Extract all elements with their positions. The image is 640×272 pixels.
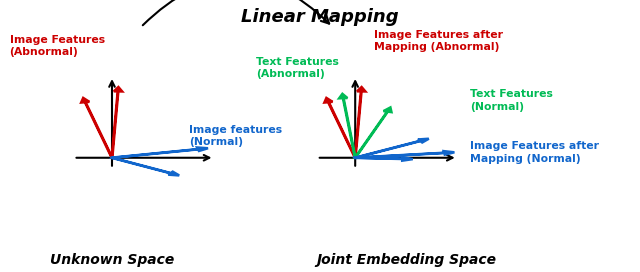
- Text: Linear Mapping: Linear Mapping: [241, 8, 399, 26]
- FancyArrow shape: [355, 139, 429, 158]
- Text: Joint Embedding Space: Joint Embedding Space: [316, 253, 497, 267]
- FancyArrow shape: [81, 98, 112, 158]
- Text: Image features
(Normal): Image features (Normal): [189, 125, 282, 147]
- FancyArrow shape: [112, 158, 179, 175]
- Text: Image Features after
Mapping (Normal): Image Features after Mapping (Normal): [470, 141, 600, 163]
- Text: Image Features after
Mapping (Abnormal): Image Features after Mapping (Abnormal): [374, 30, 504, 52]
- Text: Text Features
(Abnormal): Text Features (Abnormal): [256, 57, 339, 79]
- FancyArrow shape: [339, 94, 355, 158]
- FancyArrow shape: [355, 157, 413, 161]
- FancyArrow shape: [355, 151, 454, 158]
- FancyArrow shape: [324, 98, 355, 158]
- Text: Image Features
(Abnormal): Image Features (Abnormal): [10, 35, 105, 57]
- FancyArrowPatch shape: [143, 0, 329, 25]
- FancyArrow shape: [112, 87, 122, 158]
- FancyArrow shape: [355, 107, 392, 158]
- FancyArrow shape: [355, 87, 365, 158]
- FancyArrow shape: [112, 147, 208, 158]
- Text: Unknown Space: Unknown Space: [50, 253, 174, 267]
- Text: Text Features
(Normal): Text Features (Normal): [470, 89, 553, 112]
